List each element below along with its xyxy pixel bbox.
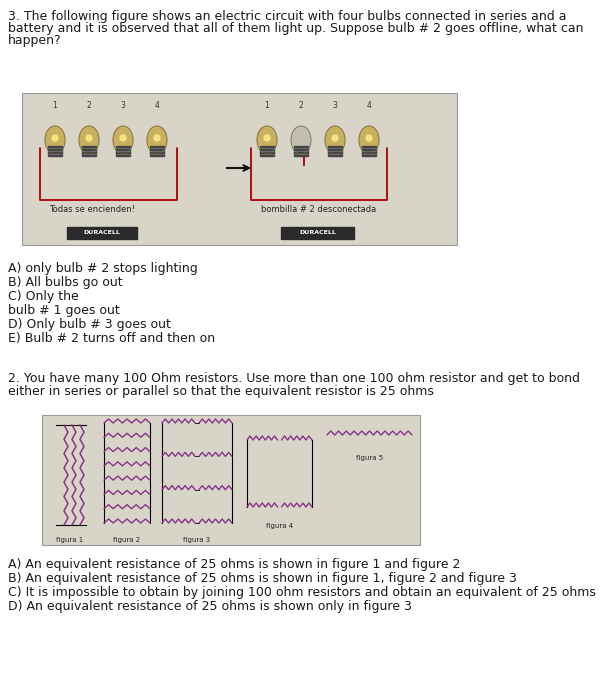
Ellipse shape — [113, 126, 133, 154]
Ellipse shape — [45, 126, 65, 154]
Text: B) All bulbs go out: B) All bulbs go out — [8, 276, 123, 289]
Ellipse shape — [79, 126, 99, 154]
Text: figura 1: figura 1 — [56, 537, 83, 543]
Text: figura 4: figura 4 — [266, 523, 293, 529]
Ellipse shape — [332, 135, 338, 141]
Ellipse shape — [154, 135, 160, 141]
Text: 3: 3 — [333, 101, 338, 110]
Text: A) An equivalent resistance of 25 ohms is shown in figure 1 and figure 2: A) An equivalent resistance of 25 ohms i… — [8, 558, 460, 571]
Text: 1: 1 — [53, 101, 57, 110]
Bar — [48, 146, 62, 156]
Text: B) An equivalent resistance of 25 ohms is shown in figure 1, figure 2 and figure: B) An equivalent resistance of 25 ohms i… — [8, 572, 517, 585]
Text: 2: 2 — [86, 101, 91, 110]
Text: figura 2: figura 2 — [114, 537, 141, 543]
Bar — [116, 146, 130, 156]
Text: 2: 2 — [298, 101, 303, 110]
Text: E) Bulb # 2 turns off and then on: E) Bulb # 2 turns off and then on — [8, 332, 215, 345]
Text: 3: 3 — [121, 101, 126, 110]
Ellipse shape — [52, 135, 58, 141]
Text: D) An equivalent resistance of 25 ohms is shown only in figure 3: D) An equivalent resistance of 25 ohms i… — [8, 600, 412, 613]
Ellipse shape — [86, 135, 92, 141]
Bar — [22, 93, 457, 245]
Text: either in series or parallel so that the equivalent resistor is 25 ohms: either in series or parallel so that the… — [8, 385, 434, 398]
Ellipse shape — [120, 135, 126, 141]
Text: bulb # 1 goes out: bulb # 1 goes out — [8, 304, 120, 317]
Ellipse shape — [264, 135, 270, 141]
Text: 2. You have many 100 Ohm resistors. Use more than one 100 ohm resistor and get t: 2. You have many 100 Ohm resistors. Use … — [8, 372, 580, 385]
Text: DURACELL: DURACELL — [299, 230, 336, 235]
Text: battery and it is observed that all of them light up. Suppose bulb # 2 goes offl: battery and it is observed that all of t… — [8, 22, 583, 35]
Bar — [294, 146, 308, 156]
Bar — [260, 146, 274, 156]
Bar — [328, 146, 342, 156]
Ellipse shape — [325, 126, 345, 154]
Ellipse shape — [291, 126, 311, 154]
Bar — [362, 146, 376, 156]
Text: figura 3: figura 3 — [184, 537, 211, 543]
Bar — [281, 227, 354, 239]
Text: 1: 1 — [265, 101, 269, 110]
Ellipse shape — [257, 126, 277, 154]
Text: figura 5: figura 5 — [356, 455, 383, 461]
Text: 4: 4 — [367, 101, 371, 110]
Ellipse shape — [359, 126, 379, 154]
Text: 4: 4 — [155, 101, 159, 110]
Text: bombilla # 2 desconectada: bombilla # 2 desconectada — [262, 205, 377, 214]
Bar — [67, 227, 137, 239]
Text: A) only bulb # 2 stops lighting: A) only bulb # 2 stops lighting — [8, 262, 198, 275]
Text: DURACELL: DURACELL — [83, 230, 120, 235]
Text: C) Only the: C) Only the — [8, 290, 79, 303]
Text: D) Only bulb # 3 goes out: D) Only bulb # 3 goes out — [8, 318, 171, 331]
Text: Todas se encienden!: Todas se encienden! — [49, 205, 135, 214]
Text: C) It is impossible to obtain by joining 100 ohm resistors and obtain an equival: C) It is impossible to obtain by joining… — [8, 586, 596, 599]
Ellipse shape — [147, 126, 167, 154]
Text: happen?: happen? — [8, 34, 62, 47]
Text: 3. The following figure shows an electric circuit with four bulbs connected in s: 3. The following figure shows an electri… — [8, 10, 567, 23]
Bar — [42, 415, 420, 545]
Ellipse shape — [366, 135, 372, 141]
Bar — [150, 146, 164, 156]
Bar — [82, 146, 96, 156]
